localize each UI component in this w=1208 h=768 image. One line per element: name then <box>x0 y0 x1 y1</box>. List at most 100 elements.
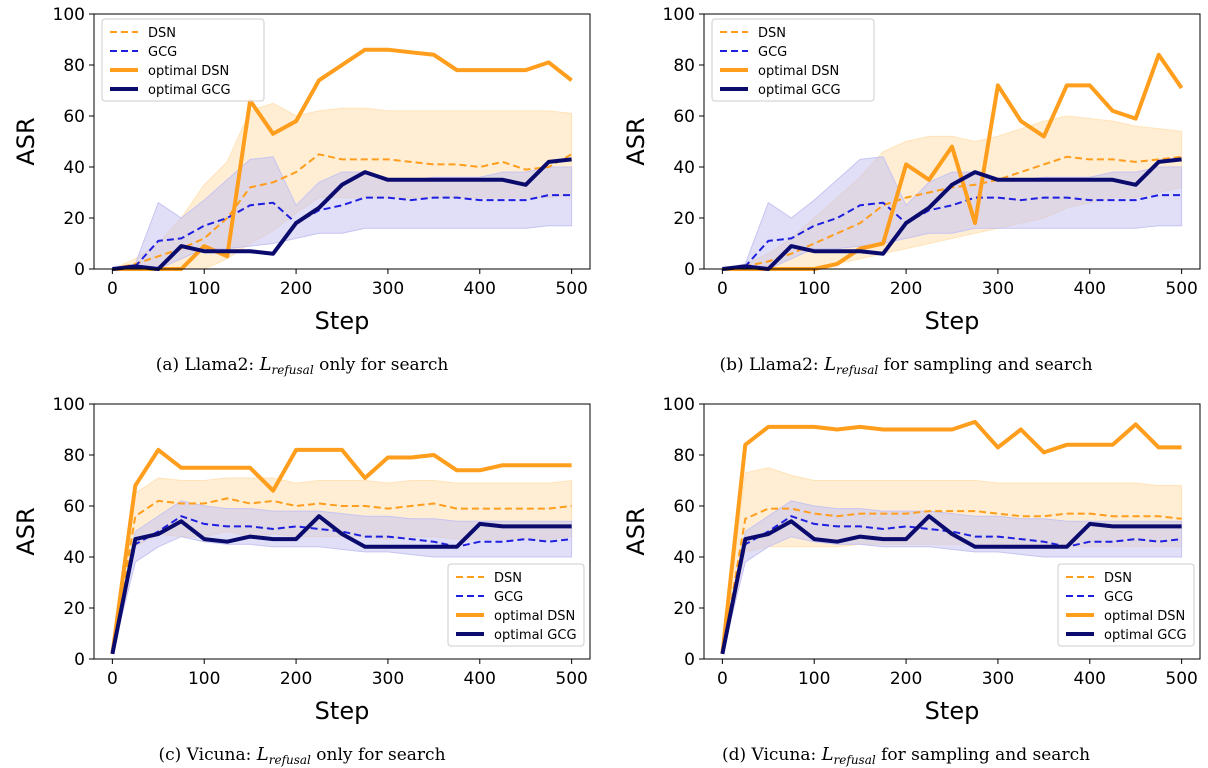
y-tick-label: 0 <box>684 650 695 670</box>
y-tick-label: 20 <box>63 599 85 619</box>
y-tick-label: 0 <box>684 260 695 280</box>
legend-label: optimal GCG <box>758 83 841 98</box>
x-tick-label: 200 <box>890 669 922 689</box>
y-tick-label: 40 <box>673 548 695 568</box>
x-tick-label: 100 <box>188 669 220 689</box>
y-tick-label: 100 <box>663 395 695 415</box>
series-line-gcg <box>112 194 572 270</box>
y-tick-label: 60 <box>63 497 85 517</box>
legend-label: optimal DSN <box>148 64 229 79</box>
legend-label: GCG <box>1104 590 1133 605</box>
x-tick-label: 0 <box>107 669 118 689</box>
series-line-optimal-gcg <box>720 514 1182 655</box>
series-line-optimal-dsn <box>720 419 1182 655</box>
band-gcg <box>722 156 1183 270</box>
series-line-optimal-gcg <box>110 514 572 655</box>
legend: DSN GCG optimal DSN optimal GCG <box>711 18 875 102</box>
caption-a: (a) Llama2: Lrefusal only for search <box>0 354 604 377</box>
y-tick-label: 0 <box>74 650 85 670</box>
legend-label: optimal GCG <box>1104 628 1187 643</box>
caption-a-subscript: refusal <box>271 363 314 377</box>
plot-frame <box>703 13 1201 270</box>
caption-c-symbol: L <box>256 744 269 765</box>
series-line-gcg <box>722 194 1182 270</box>
caption-b-symbol: L <box>824 354 837 375</box>
legend-box <box>101 18 265 102</box>
x-axis-label: Step <box>925 697 980 725</box>
caption-a-prefix: (a) Llama2: <box>155 355 260 375</box>
x-tick-label: 200 <box>890 279 922 299</box>
band-gcg <box>112 156 573 270</box>
x-tick-label: 500 <box>1165 669 1197 689</box>
legend-label: optimal DSN <box>758 64 839 79</box>
caption-c-prefix: (c) Vicuna: <box>158 745 257 765</box>
series-line-optimal-gcg <box>112 157 572 271</box>
series-line-optimal-gcg <box>722 157 1182 271</box>
legend-label: optimal GCG <box>494 628 577 643</box>
chart-panel-3: 0 100 200 300 400 500 0 20 40 60 80 100 Step ASR DSN GC… <box>622 395 1201 725</box>
caption-d-prefix: (d) Vicuna: <box>721 745 822 765</box>
x-tick-label: 400 <box>464 279 496 299</box>
legend: DSN GCG optimal DSN optimal GCG <box>447 563 585 647</box>
x-tick-label: 100 <box>188 279 220 299</box>
x-tick-label: 400 <box>464 669 496 689</box>
x-tick-label: 200 <box>280 279 312 299</box>
y-tick-label: 20 <box>63 209 85 229</box>
caption-a-suffix: only for search <box>313 355 449 375</box>
caption-b-suffix: for sampling and search <box>878 355 1093 375</box>
caption-c-subscript: refusal <box>268 753 311 767</box>
band-gcg <box>111 500 573 655</box>
series-line-dsn <box>112 153 573 270</box>
x-tick-label: 500 <box>555 279 587 299</box>
y-tick-label: 40 <box>63 158 85 178</box>
caption-b: (b) Llama2: Lrefusal for sampling and se… <box>604 354 1208 377</box>
y-tick-label: 40 <box>673 158 695 178</box>
chart-panel-2: 0 100 200 300 400 500 0 20 40 60 80 100 Step ASR DSN GC… <box>12 395 591 725</box>
y-axis-label: ASR <box>12 117 40 165</box>
x-axis-label: Step <box>315 307 370 335</box>
y-tick-label: 60 <box>673 107 695 127</box>
x-tick-label: 0 <box>717 279 728 299</box>
legend: DSN GCG optimal DSN optimal GCG <box>101 18 265 102</box>
y-tick-label: 80 <box>673 446 695 466</box>
y-tick-label: 100 <box>53 395 85 415</box>
y-tick-label: 60 <box>63 107 85 127</box>
x-tick-label: 500 <box>555 669 587 689</box>
series-line-dsn <box>111 497 572 655</box>
x-tick-label: 300 <box>372 279 404 299</box>
y-tick-label: 100 <box>53 5 85 25</box>
y-tick-label: 40 <box>63 548 85 568</box>
legend-label: GCG <box>148 45 177 60</box>
legend-label: GCG <box>758 45 787 60</box>
x-tick-label: 500 <box>1165 279 1197 299</box>
legend: DSN GCG optimal DSN optimal GCG <box>1057 563 1195 647</box>
legend-box <box>1057 563 1195 647</box>
x-tick-label: 300 <box>372 669 404 689</box>
series-line-optimal-dsn <box>110 447 572 655</box>
series-line-dsn <box>721 507 1182 655</box>
plot-frame <box>703 403 1201 660</box>
y-tick-label: 20 <box>673 209 695 229</box>
x-tick-label: 300 <box>982 279 1014 299</box>
y-axis-label: ASR <box>622 507 650 555</box>
legend-label: DSN <box>148 26 176 41</box>
chart-panel-1: 0 100 200 300 400 500 0 20 40 60 80 100 Step ASR DSN GC… <box>622 5 1201 335</box>
caption-d: (d) Vicuna: Lrefusal for sampling and se… <box>604 744 1208 767</box>
y-tick-label: 80 <box>673 56 695 76</box>
legend-label: DSN <box>1104 571 1132 586</box>
plot-frame <box>93 403 591 660</box>
legend-label: DSN <box>758 26 786 41</box>
legend-label: optimal GCG <box>148 83 231 98</box>
chart-panel-0: 0 100 200 300 400 500 0 20 40 60 80 100 Step ASR DSN GC… <box>12 5 591 335</box>
y-tick-label: 100 <box>663 5 695 25</box>
caption-c-suffix: only for search <box>310 745 446 765</box>
y-tick-label: 60 <box>673 497 695 517</box>
x-tick-label: 0 <box>107 279 118 299</box>
legend-label: optimal DSN <box>1104 609 1185 624</box>
legend-label: DSN <box>494 571 522 586</box>
x-axis-label: Step <box>925 307 980 335</box>
y-tick-label: 0 <box>74 260 85 280</box>
caption-b-subscript: refusal <box>836 363 879 377</box>
caption-d-symbol: L <box>821 744 834 765</box>
